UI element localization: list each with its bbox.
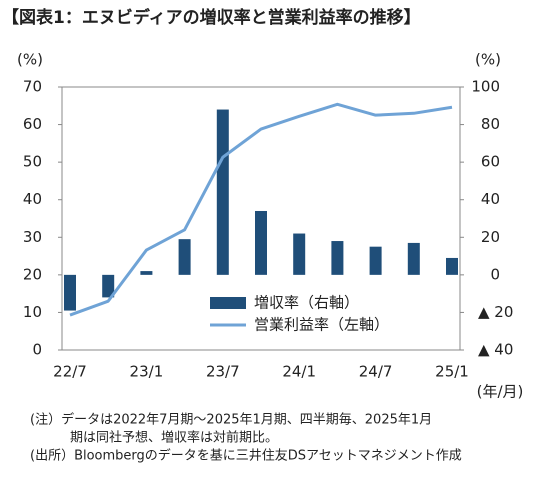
bar [178,239,191,275]
bar [102,274,115,298]
note: (出所）Bloombergのデータを基に三井住友DSアセットマネジメント作成 [30,448,462,464]
note: 期は同社予想、増収率は対前期比。 [70,430,278,446]
line [69,102,453,317]
x-axis-unit: (年/月) [477,383,524,401]
bar [369,246,382,275]
y-tick-label: 60 [23,115,42,133]
y2-tick-label: ▲ 40 [478,341,513,359]
x-tick-label: 23/7 [206,363,240,381]
bar [407,242,420,275]
y-tick-label: 50 [23,153,42,171]
y2-tick-label: 40 [481,190,500,208]
y2-tick-label: ▲ 20 [478,303,513,321]
y-tick-label: 40 [23,190,42,208]
y2-tick-label: 60 [481,153,500,171]
note: (注）データは2022年7月期～2025年1月期、四半期毎、2025年1月 [30,412,432,428]
y2-tick-label: 80 [481,115,500,133]
y-axis-unit: (%) [17,51,43,69]
legend-label: 増収率（右軸） [254,294,359,312]
bar [255,210,267,275]
legend-swatch [210,297,246,309]
y2-tick-label: 0 [490,265,500,283]
y2-tick-label: 20 [481,228,500,246]
y-tick-label: 20 [23,265,42,283]
bar [446,257,458,275]
legend-label: 営業利益率（左軸） [254,316,389,334]
bar [64,274,76,311]
x-tick-label: 24/7 [359,363,393,381]
y-tick-label: 70 [23,78,42,96]
y2-axis-unit: (%) [475,51,501,69]
y-tick-label: 0 [32,341,42,359]
plot-frame [61,86,461,351]
y-tick-label: 10 [23,303,42,321]
y-tick-label: 30 [23,228,42,246]
bar [331,241,344,275]
x-tick-label: 22/7 [53,363,87,381]
bar [293,233,306,275]
x-tick-label: 24/1 [282,363,316,381]
bar [140,271,153,275]
x-tick-label: 23/1 [130,363,164,381]
y2-tick-label: 100 [471,78,500,96]
x-tick-label: 25/1 [435,363,469,381]
chart-title: 【図表1：エヌビディアの増収率と営業利益率の推移】 [2,7,421,28]
bar [216,109,229,275]
